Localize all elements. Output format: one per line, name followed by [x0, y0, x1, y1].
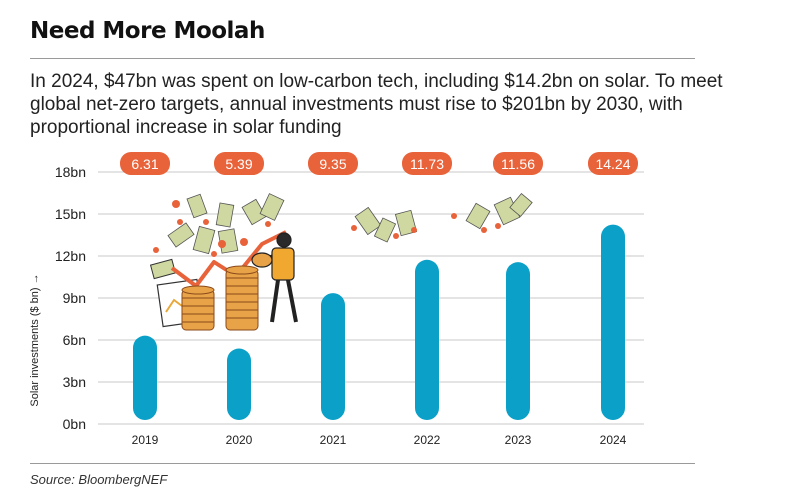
value-badges: 6.31 5.39 9.35 11.73 11.56 14.24	[120, 152, 638, 175]
y-tick-label: 15bn	[55, 206, 86, 222]
data-label: 5.39	[225, 156, 252, 172]
x-tick-label: 2019	[132, 433, 159, 447]
footer-divider	[30, 463, 695, 464]
y-tick-label: 0bn	[63, 416, 86, 432]
bar	[506, 262, 530, 420]
bars	[133, 224, 625, 420]
data-label: 11.56	[501, 156, 535, 172]
title-divider	[30, 58, 695, 59]
y-axis-label: Solar investments ($ bn) →	[29, 273, 41, 406]
data-label: 14.24	[595, 156, 630, 172]
money-illustration	[149, 193, 533, 331]
value-badge	[120, 152, 170, 175]
y-tick-label: 3bn	[63, 374, 86, 390]
value-badge	[308, 152, 358, 175]
y-tick-label: 18bn	[55, 164, 86, 180]
x-tick-label: 2020	[226, 433, 253, 447]
bar	[133, 335, 157, 420]
data-label: 11.73	[410, 156, 444, 172]
data-label: 9.35	[319, 156, 346, 172]
source-note: Source: BloombergNEF	[30, 472, 168, 487]
y-tick-label: 9bn	[63, 290, 86, 306]
chart-subtitle: In 2024, $47bn was spent on low-carbon t…	[30, 71, 723, 138]
bar	[601, 224, 625, 420]
bar	[227, 348, 251, 420]
chart-title: Need More Moolah	[30, 18, 265, 44]
bar	[321, 293, 345, 420]
y-tick-label: 6bn	[63, 332, 86, 348]
y-axis-ticks: 0bn 3bn 6bn 9bn 12bn 15bn 18bn	[55, 164, 86, 432]
x-tick-label: 2021	[320, 433, 347, 447]
value-badge	[588, 152, 638, 175]
value-badge	[214, 152, 264, 175]
value-badge	[402, 152, 452, 175]
bar	[415, 259, 439, 420]
x-axis-ticks: 2019 2020 2021 2022 2023 2024	[132, 433, 627, 447]
x-tick-label: 2024	[600, 433, 627, 447]
y-tick-label: 12bn	[55, 248, 86, 264]
data-label: 6.31	[131, 156, 158, 172]
x-tick-label: 2023	[505, 433, 532, 447]
x-tick-label: 2022	[414, 433, 441, 447]
value-badge	[493, 152, 543, 175]
